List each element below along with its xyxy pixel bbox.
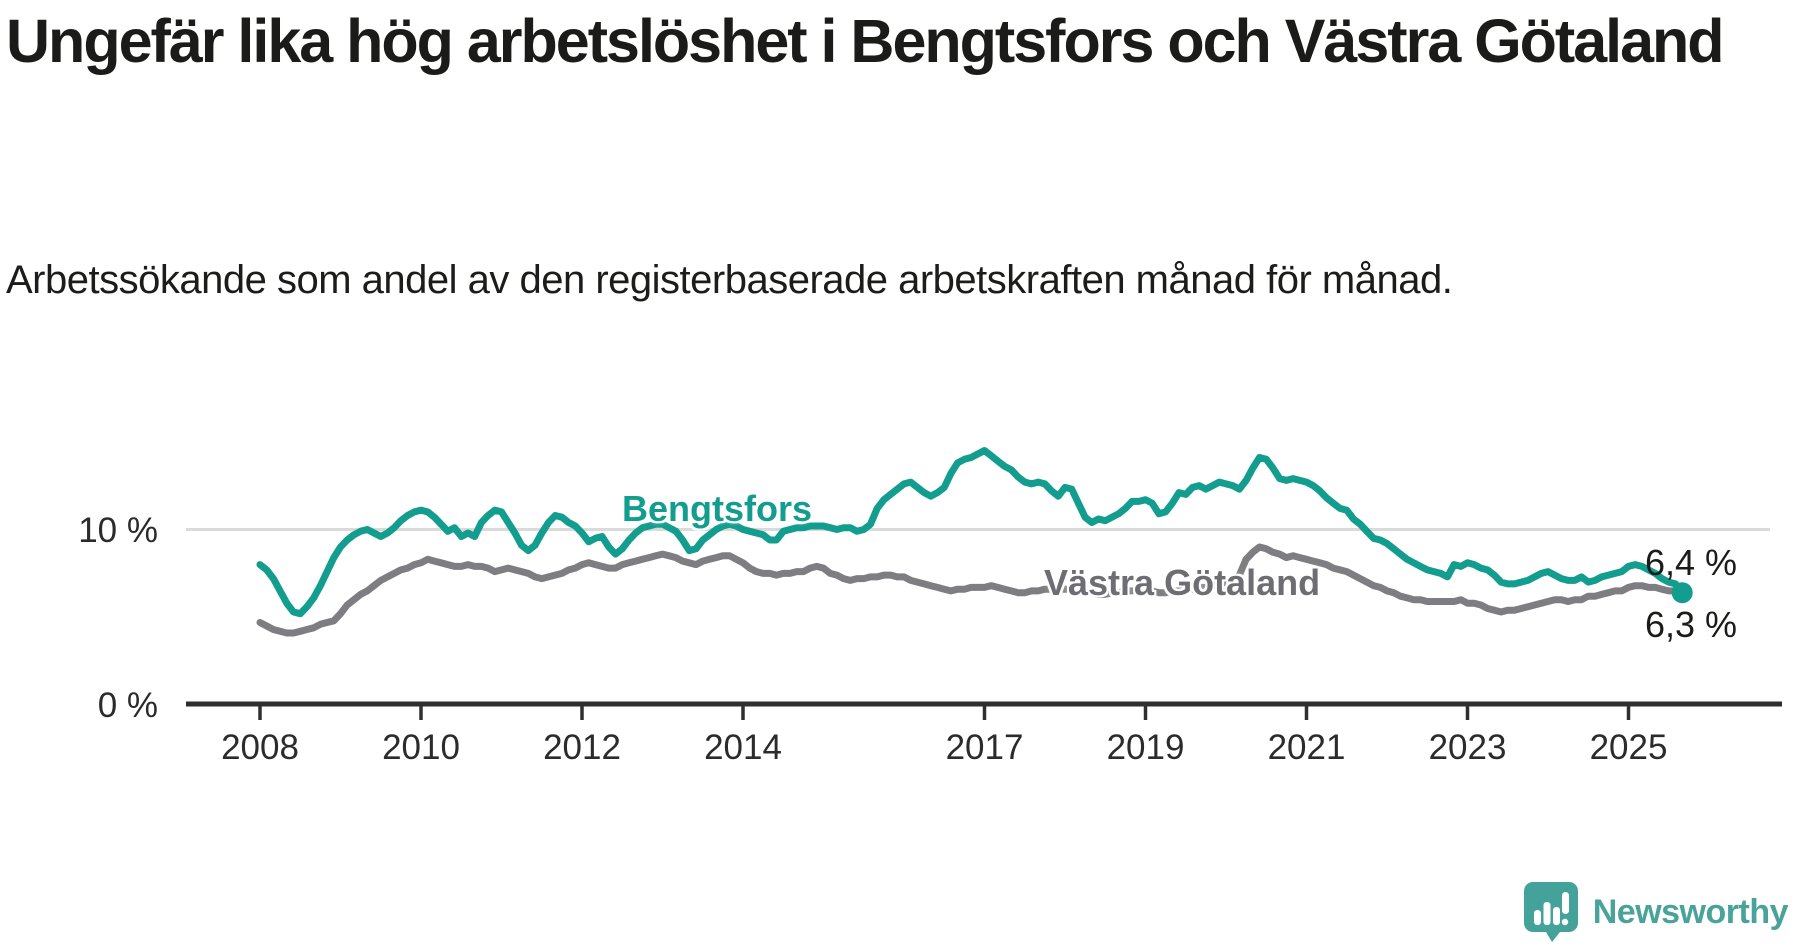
x-tick-label-2019: 2019 xyxy=(1106,728,1185,767)
brand-name: Newsworthy xyxy=(1592,892,1789,931)
x-tick-label-2010: 2010 xyxy=(382,728,460,767)
series-label-vastra-gotaland: Västra Götaland xyxy=(1044,562,1321,603)
y-tick-label-10: 10 % xyxy=(78,510,158,550)
x-tick-label-2017: 2017 xyxy=(945,728,1024,767)
latest-point-marker xyxy=(1671,582,1693,604)
series-line-bengtsfors xyxy=(256,447,1686,618)
x-tick-label-2008: 2008 xyxy=(221,728,299,767)
x-tick-label-2021: 2021 xyxy=(1267,728,1346,767)
series-label-bengtsfors: Bengtsfors xyxy=(622,488,813,529)
page-title: Ungefär lika hög arbetslöshet i Bengtsfo… xyxy=(6,7,1725,75)
series-line-v-stra-g-taland xyxy=(256,543,1686,637)
exclamation-bar xyxy=(1561,892,1569,914)
newsworthy-logo-icon xyxy=(1523,882,1578,942)
newsworthy-branding: Newsworthy xyxy=(1523,880,1789,944)
end-value-label-vastra-gotaland: 6,3 % xyxy=(1645,604,1738,645)
end-value-label-bengtsfors: 6,4 % xyxy=(1645,542,1738,583)
x-tick-label-2025: 2025 xyxy=(1589,728,1668,767)
x-tick-label-2014: 2014 xyxy=(704,728,782,767)
x-tick-label-2023: 2023 xyxy=(1428,728,1507,767)
chart-subtitle: Arbetssökande som andel av den registerb… xyxy=(6,258,1453,302)
y-tick-label-0: 0 % xyxy=(97,686,158,725)
x-tick-label-2012: 2012 xyxy=(543,728,621,767)
